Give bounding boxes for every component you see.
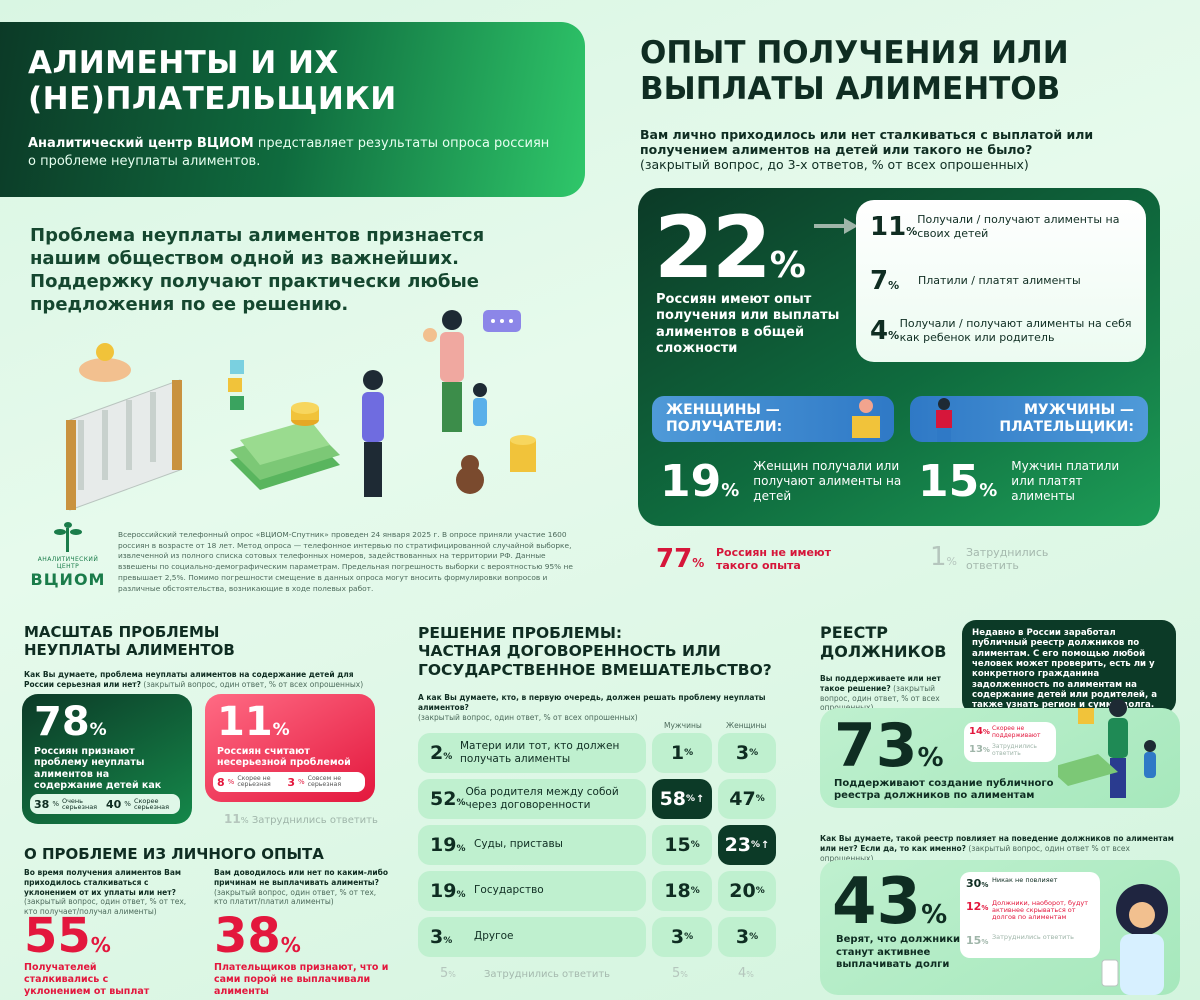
support-text: Поддерживают создание публичного реестра… [834,778,1054,801]
not-serious-breakdown: 8% Скорее не серьезная 3% Совсем не серьез… [213,772,365,792]
solution-men-cell: 18% [652,871,712,911]
parents-icon [362,310,487,497]
methodology-note: Всероссийский телефонный опрос «ВЦИОМ-Сп… [118,530,573,593]
breakdown-box: 11% Получали / получают алименты на своих… [856,200,1146,362]
hand-coin-icon [79,343,131,382]
solution-men-cell: 1% [652,733,712,773]
women-stat: 19% Женщин получали или получают алимент… [660,456,902,507]
solution-women-cell: 47% [718,779,776,819]
support-breakdown: 14% Скорее не поддерживают 13% Затруднил… [964,722,1056,762]
coins-woman-icon [852,399,880,438]
breakdown-row: 7% Платили / платят алименты [870,266,1081,296]
not-serious-card: 11% Россиян считают несерьезной проблемо… [205,694,375,802]
up-arrow-icon: ↑ [761,839,770,851]
tree-logo-icon [54,522,82,552]
effect-breakdown: 30% Никак не повлияет 12% Должники, наоб… [960,872,1100,958]
solution-row: 3% Другое [418,917,646,957]
scale-question: Как Вы думаете, проблема неуплаты алимен… [24,670,364,689]
col-men-header: Мужчины [664,721,702,730]
scale-title: МАСШТАБ ПРОБЛЕМЫ НЕУПЛАТЫ АЛИМЕНТОВ [24,623,235,659]
non-payment-value: 38% [214,908,301,964]
family-illustration [66,310,536,511]
serious-breakdown: 38% Очень серьезная 40% Скорее серьезная [30,794,180,814]
experience-question: Вам лично приходилось или нет сталкивать… [640,127,1094,172]
solution-row: 19% Суды, приставы [418,825,646,865]
support-card: 73% Поддерживают создание публичного рее… [820,699,1180,808]
personal-title: О ПРОБЛЕМЕ ИЗ ЛИЧНОГО ОПЫТА [24,845,324,863]
no-experience-value: 77% [656,544,705,574]
serious-card: 78% Россиян признают проблему неуплаты а… [22,694,192,824]
woman-phone-icon [1101,884,1168,995]
coin-stack-icon [510,435,536,472]
registry-question-2: Как Вы думаете, такой реестр повлияет на… [820,834,1174,863]
total-experience-text: Россиян имеют опыт получения или выплаты… [656,292,840,356]
experience-card: 22% Россиян имеют опыт получения или вып… [638,188,1160,526]
solution-women-cell: 23% ↑ [718,825,776,865]
family-payment-icon [1058,699,1156,798]
teddy-bear-icon [456,455,484,494]
hero-description: Аналитический центр ВЦИОМ представляет р… [28,136,550,169]
scale-difficult: 11% Затруднились ответить [224,812,378,826]
active-payment-text: Верят, что должники станут активнее выпл… [836,934,961,970]
vciom-logo: АНАЛИТИЧЕСКИЙ ЦЕНТР ВЦИОМ [26,520,110,589]
solution-women-cell: 3% [718,917,776,957]
solution-women-cell: 20% [718,871,776,911]
evasion-text: Получателей сталкивались с уклонением от… [24,962,150,997]
registry-question-1: Вы поддерживаете или нет такое решение? … [820,674,941,712]
personal-question-1: Во время получения алиментов Вам приходи… [24,868,187,916]
lead-text: Проблема неуплаты алиментов признается н… [30,225,485,316]
up-arrow-icon: ↑ [696,793,705,805]
toy-blocks-icon [228,360,244,410]
total-experience-value: 22% [654,198,806,298]
solution-question: А как Вы думаете, кто, в первую очередь,… [418,693,766,722]
chat-bubble-icon [483,310,521,332]
effect-card: 43% Верят, что должники станут активнее … [820,860,1180,995]
breakdown-row: 11% Получали / получают алименты на своих… [870,212,1120,242]
active-payment-value: 43% [832,865,948,939]
money-stack-icon [230,420,340,490]
crib-icon [66,379,182,511]
solution-difficult-label: Затруднились ответить [484,969,611,980]
experience-difficult-value: 1% [930,542,957,572]
solution-women-cell: 3% [718,733,776,773]
men-stat: 15% Мужчин платили или платят алименты [918,456,1120,507]
solution-difficult-women: 4% [738,966,754,981]
non-payment-text: Плательщиков признают, что и сами порой … [214,962,389,997]
solution-men-cell: 15% [652,825,712,865]
experience-title: ОПЫТ ПОЛУЧЕНИЯ ИЛИ ВЫПЛАТЫ АЛИМЕНТОВ [640,35,1069,107]
solution-title: РЕШЕНИЕ ПРОБЛЕМЫ: ЧАСТНАЯ ДОГОВОРЕННОСТЬ … [418,624,772,679]
solution-men-cell: 58% ↑ [652,779,712,819]
evasion-value: 55% [24,908,111,964]
solution-row: 52% Оба родителя между собой через догово… [418,779,646,819]
registry-info-box: Недавно в России заработал публичный рее… [962,620,1176,714]
solution-difficult-men: 5% [672,966,688,981]
arrow-right-icon [814,218,858,234]
breakdown-row: 4% Получали / получают алименты на себя к… [870,316,1132,346]
support-value: 73% [834,711,944,781]
man-paying-icon [936,398,952,442]
coins-icon [291,402,319,426]
solution-difficult-total: 5% [440,966,456,981]
no-experience-text: Россиян не имеют такого опыта [716,546,831,573]
solution-row: 2% Матери или тот, кто должен получать ал… [418,733,646,773]
hero-banner: АЛИМЕНТЫ И ИХ (НЕ)ПЛАТЕЛЬЩИКИ Аналитическ… [0,22,585,197]
experience-difficult-text: Затруднились ответить [966,546,1049,573]
main-title: АЛИМЕНТЫ И ИХ (НЕ)ПЛАТЕЛЬЩИКИ [28,45,397,117]
personal-question-2: Вам доводилось или нет по каким-либо при… [214,868,389,907]
solution-men-cell: 3% [652,917,712,957]
solution-row: 19% Государство [418,871,646,911]
col-women-header: Женщины [726,721,767,730]
registry-title: РЕЕСТР ДОЛЖНИКОВ [820,623,947,661]
